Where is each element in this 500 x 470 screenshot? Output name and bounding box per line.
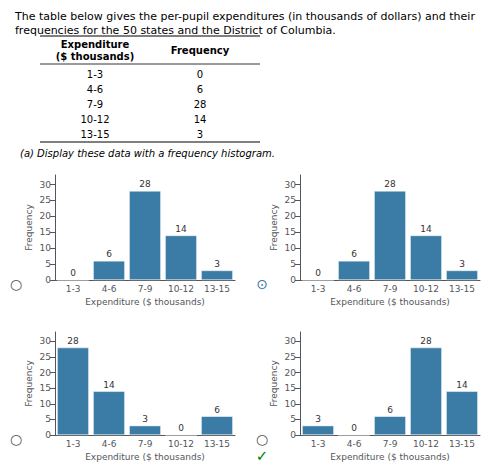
svg-text:3: 3	[197, 129, 203, 140]
svg-text:⊙: ⊙	[256, 276, 268, 292]
svg-text:28: 28	[67, 336, 79, 346]
svg-text:20: 20	[285, 368, 297, 378]
svg-text:1-3: 1-3	[311, 284, 326, 294]
svg-text:28: 28	[420, 336, 432, 346]
svg-text:15: 15	[40, 227, 51, 237]
svg-text:Frequency: Frequency	[24, 204, 34, 251]
svg-text:28: 28	[194, 99, 207, 110]
svg-text:6: 6	[387, 405, 393, 415]
svg-text:7-9: 7-9	[138, 284, 153, 294]
svg-text:Frequency: Frequency	[171, 45, 230, 56]
svg-text:Expenditure ($ thousands): Expenditure ($ thousands)	[330, 452, 450, 462]
svg-text:5: 5	[290, 259, 296, 269]
svg-text:0: 0	[45, 430, 51, 440]
svg-text:4-6: 4-6	[347, 439, 362, 449]
svg-text:3: 3	[315, 414, 321, 424]
svg-text:4-6: 4-6	[347, 284, 362, 294]
svg-text:10: 10	[40, 399, 52, 409]
svg-text:○: ○	[10, 431, 22, 447]
svg-text:($ thousands): ($ thousands)	[56, 51, 134, 62]
svg-text:7-9: 7-9	[87, 99, 103, 110]
svg-text:3: 3	[142, 414, 148, 424]
svg-text:(a) Display these data with a: (a) Display these data with a frequency …	[20, 148, 275, 159]
svg-text:4-6: 4-6	[87, 84, 103, 95]
svg-text:6: 6	[106, 249, 112, 259]
svg-text:Frequency: Frequency	[269, 204, 279, 251]
svg-text:✓: ✓	[256, 447, 269, 465]
svg-text:10-12: 10-12	[413, 439, 439, 449]
svg-text:The table below gives the per-: The table below gives the per-pupil expe…	[14, 10, 478, 23]
svg-text:0: 0	[70, 268, 76, 278]
svg-text:1-3: 1-3	[66, 439, 81, 449]
svg-text:7-9: 7-9	[383, 439, 398, 449]
svg-text:Expenditure ($ thousands): Expenditure ($ thousands)	[85, 297, 205, 307]
svg-text:13-15: 13-15	[449, 439, 475, 449]
svg-text:10: 10	[285, 243, 297, 253]
svg-text:15: 15	[40, 383, 51, 393]
svg-text:0: 0	[197, 69, 203, 80]
svg-text:30: 30	[285, 180, 297, 190]
svg-text:14: 14	[194, 114, 207, 125]
svg-text:10-12: 10-12	[168, 284, 194, 294]
svg-text:10: 10	[40, 243, 52, 253]
svg-text:13-15: 13-15	[449, 284, 475, 294]
svg-text:25: 25	[285, 195, 296, 205]
svg-text:5: 5	[45, 414, 51, 424]
svg-text:6: 6	[351, 249, 357, 259]
svg-text:frequencies for the 50 states: frequencies for the 50 states and the Di…	[15, 24, 336, 37]
svg-text:6: 6	[214, 405, 220, 415]
svg-text:30: 30	[40, 336, 52, 346]
svg-text:7-9: 7-9	[383, 284, 398, 294]
svg-text:30: 30	[40, 180, 52, 190]
svg-text:5: 5	[290, 414, 296, 424]
svg-text:10: 10	[285, 399, 297, 409]
svg-text:20: 20	[40, 368, 52, 378]
svg-text:13-15: 13-15	[80, 129, 109, 140]
svg-text:○: ○	[256, 431, 268, 447]
svg-text:13-15: 13-15	[204, 439, 230, 449]
svg-text:Expenditure ($ thousands): Expenditure ($ thousands)	[85, 452, 205, 462]
svg-text:10-12: 10-12	[80, 114, 109, 125]
svg-text:0: 0	[290, 275, 296, 285]
svg-text:0: 0	[45, 275, 51, 285]
svg-text:25: 25	[285, 352, 296, 362]
svg-text:4-6: 4-6	[102, 284, 117, 294]
svg-text:0: 0	[315, 268, 321, 278]
svg-text:10-12: 10-12	[168, 439, 194, 449]
svg-text:6: 6	[197, 84, 203, 95]
svg-text:14: 14	[103, 380, 115, 390]
svg-text:1-3: 1-3	[311, 439, 326, 449]
svg-text:15: 15	[285, 383, 296, 393]
svg-text:28: 28	[139, 179, 151, 189]
svg-text:4-6: 4-6	[102, 439, 117, 449]
svg-text:10-12: 10-12	[413, 284, 439, 294]
svg-text:3: 3	[214, 259, 220, 269]
svg-text:Frequency: Frequency	[269, 360, 279, 407]
svg-text:5: 5	[45, 259, 51, 269]
svg-text:7-9: 7-9	[138, 439, 153, 449]
svg-text:20: 20	[40, 211, 52, 221]
svg-text:0: 0	[290, 430, 296, 440]
svg-text:14: 14	[420, 224, 432, 234]
svg-text:1-3: 1-3	[66, 284, 81, 294]
svg-text:25: 25	[40, 352, 51, 362]
svg-text:14: 14	[456, 380, 468, 390]
svg-text:3: 3	[459, 259, 465, 269]
svg-text:1-3: 1-3	[87, 69, 103, 80]
svg-text:25: 25	[40, 195, 51, 205]
svg-text:0: 0	[351, 423, 357, 433]
svg-text:20: 20	[285, 211, 297, 221]
svg-text:0: 0	[178, 423, 184, 433]
svg-text:13-15: 13-15	[204, 284, 230, 294]
svg-text:Expenditure: Expenditure	[61, 39, 130, 50]
svg-text:28: 28	[384, 179, 396, 189]
svg-text:Frequency: Frequency	[24, 360, 34, 407]
svg-text:○: ○	[10, 276, 22, 292]
svg-text:30: 30	[285, 336, 297, 346]
svg-text:Expenditure ($ thousands): Expenditure ($ thousands)	[330, 297, 450, 307]
svg-text:14: 14	[175, 224, 187, 234]
svg-text:15: 15	[285, 227, 296, 237]
